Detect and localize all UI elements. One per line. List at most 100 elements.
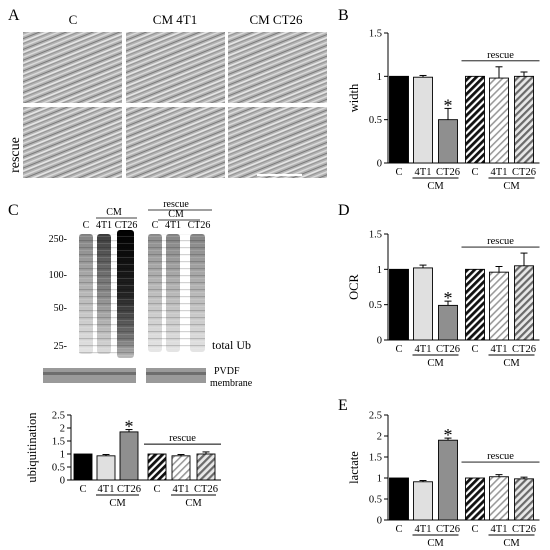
blot-lane-label-4: C (152, 220, 159, 231)
chart-c-ytick-label: 0.5 (52, 463, 65, 474)
chart-e-category-label: 4T1 (491, 524, 508, 535)
chart-c-rescue-label: rescue (169, 433, 196, 444)
panel-a-col-label-ct26: CM CT26 (249, 12, 303, 27)
chart-d-ytick-label: 0.5 (369, 300, 382, 311)
chart-b-significance-star: * (444, 95, 453, 115)
chart-e-category-label: C (395, 524, 402, 535)
micrograph-grid (23, 32, 327, 178)
chart-b-bar (438, 119, 458, 164)
blot-cm-sub-label: CM (168, 209, 184, 220)
chart-d-category-label: 4T1 (491, 344, 508, 355)
pvdf-label-line2: membrane (210, 378, 253, 389)
marker-250: 250- (49, 234, 67, 245)
chart-e-category-label: 4T1 (415, 524, 432, 535)
chart-d-bar (489, 271, 509, 341)
pvdf-strip-left (43, 368, 136, 383)
chart-e-ytick-label: 2.5 (369, 411, 382, 422)
chart-c-bar (171, 455, 191, 481)
chart-e-bar (514, 478, 534, 521)
chart-c-ytick-label: 2 (60, 424, 65, 435)
chart-e-rescue-label: rescue (487, 451, 514, 462)
chart-b-ytick-label: 1.5 (369, 29, 382, 40)
blot-bands-right (148, 234, 205, 352)
chart-e-bar (489, 476, 509, 521)
total-ub-label: total Ub (212, 338, 251, 352)
chart-e-ylabel: lactate (347, 451, 361, 484)
pvdf-label-line1: PVDF (214, 366, 240, 377)
panel-a-row-label: rescue (8, 137, 23, 173)
chart-d-category-label: CT26 (436, 344, 460, 355)
micrograph-rescue-cm-4t1 (126, 107, 225, 178)
chart-e-category-label: CT26 (512, 524, 536, 535)
chart-d-bar (389, 268, 409, 341)
panel-letter-c: C (8, 202, 19, 219)
chart-c-bar (96, 455, 116, 481)
chart-c-category-label: 4T1 (173, 484, 190, 495)
chart-b-category-label: C (471, 167, 478, 178)
chart-e-bar (465, 477, 485, 521)
chart-e-group-label: CM (503, 538, 520, 549)
chart-c-category-label: CT26 (194, 484, 218, 495)
chart-d-category-label: CT26 (512, 344, 536, 355)
chart-b-group-label: CM (427, 181, 444, 192)
blot-bands-left (79, 234, 134, 358)
chart-d-category-label: 4T1 (415, 344, 432, 355)
chart-c-ytick-label: 2.5 (52, 411, 65, 422)
chart-c-category-label: C (153, 484, 160, 495)
marker-50: 50- (54, 303, 67, 314)
chart-b-bar (514, 75, 534, 164)
chart-c-bar (196, 453, 216, 481)
chart-b: 0 0.5 1 1.5 width C 4T1 * CT26 C 4T1 CT26 CM CM rescue (347, 29, 540, 192)
chart-e-ytick-label: 2 (377, 432, 382, 443)
chart-d-ytick-label: 1.5 (369, 230, 382, 241)
chart-b-group-label: CM (503, 181, 520, 192)
chart-c-significance-star: * (125, 417, 134, 437)
pvdf-band-left (43, 372, 136, 375)
blot-lane-label-5: 4T1 (165, 220, 181, 231)
chart-d-rescue-label: rescue (487, 236, 514, 247)
chart-d-group-label: CM (427, 358, 444, 369)
chart-b-bar (465, 75, 485, 164)
chart-b-category-label: C (395, 167, 402, 178)
chart-d-bar (413, 267, 433, 341)
chart-b-bar (413, 76, 433, 164)
chart-e-ytick-label: 1 (377, 474, 382, 485)
chart-d: 0 0.5 1 1.5 OCR C 4T1 * CT26 C 4T1 CT26 CM CM rescue (347, 230, 540, 369)
chart-e-ytick-label: 0 (377, 516, 382, 527)
micrograph-rescue-c (23, 107, 122, 178)
micrograph-c (23, 32, 122, 103)
chart-c-group-label: CM (109, 498, 126, 509)
blot-lane-label-1: C (83, 220, 90, 231)
panel-letter-e: E (338, 397, 348, 414)
chart-d-bar (514, 265, 534, 341)
panel-letter-b: B (338, 7, 349, 24)
chart-c-bar (73, 453, 93, 481)
panel-a-col-label-c: C (69, 12, 78, 27)
chart-c-ylabel: ubiquitination (25, 412, 39, 483)
chart-b-category-label: CT26 (436, 167, 460, 178)
chart-b-ytick-label: 0.5 (369, 115, 382, 126)
chart-e-significance-star: * (444, 425, 453, 445)
blot-cm-label: CM (106, 207, 122, 218)
chart-c-category-label: 4T1 (98, 484, 115, 495)
panel-letter-d: D (338, 202, 350, 219)
chart-d-ylabel: OCR (347, 273, 361, 299)
marker-25: 25- (54, 341, 67, 352)
chart-b-bar (489, 77, 509, 164)
chart-c-category-label: CT26 (117, 484, 141, 495)
chart-e-category-label: CT26 (436, 524, 460, 535)
chart-b-category-label: 4T1 (415, 167, 432, 178)
chart-e-category-label: C (471, 524, 478, 535)
blot-lane-label-3: CT26 (115, 220, 138, 231)
chart-e-bar (438, 439, 458, 521)
chart-d-ytick-label: 1 (377, 265, 382, 276)
chart-e-ytick-label: 1.5 (369, 453, 382, 464)
chart-b-category-label: CT26 (512, 167, 536, 178)
chart-d-bar (438, 304, 458, 341)
chart-e-group-label: CM (427, 538, 444, 549)
chart-b-ylabel: width (347, 83, 361, 112)
chart-e: 0 0.5 1 1.5 2 2.5 lactate C 4T1 * CT26 C 4T1 CT26 CM CM… (347, 411, 540, 549)
